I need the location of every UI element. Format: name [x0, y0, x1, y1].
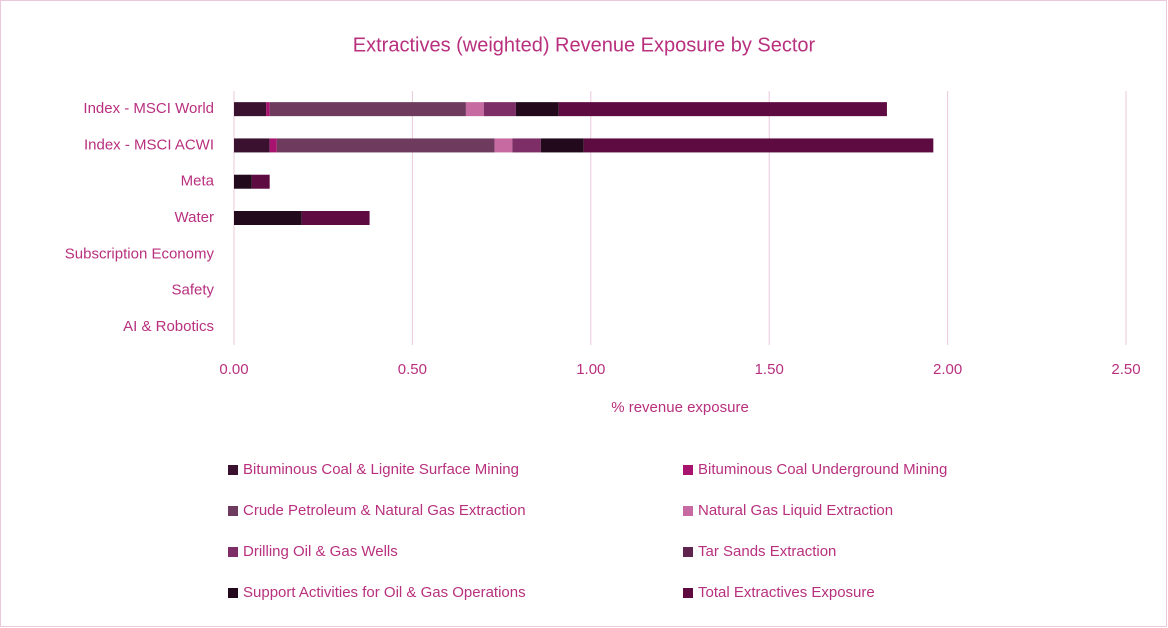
- legend-label: Crude Petroleum & Natural Gas Extraction: [243, 502, 526, 519]
- legend-swatch: [683, 547, 693, 557]
- bar-segment: [266, 102, 270, 117]
- y-tick-label: Water: [175, 209, 214, 226]
- y-tick-label: Safety: [171, 282, 214, 299]
- bar-segment: [269, 138, 277, 153]
- legend-swatch: [228, 506, 238, 516]
- bar-segment: [465, 102, 484, 117]
- legend-label: Natural Gas Liquid Extraction: [698, 502, 893, 519]
- y-tick-label: AI & Robotics: [123, 318, 214, 335]
- bar-segment: [483, 102, 516, 117]
- legend-label: Bituminous Coal Underground Mining: [698, 461, 947, 478]
- legend-label: Bituminous Coal & Lignite Surface Mining: [243, 461, 519, 478]
- bar-segment: [494, 138, 513, 153]
- x-tick-label: 0.50: [398, 361, 427, 378]
- legend-label: Drilling Oil & Gas Wells: [243, 543, 398, 560]
- bar-segment: [234, 138, 270, 153]
- bar-segment: [234, 102, 267, 117]
- chart-title: Extractives (weighted) Revenue Exposure …: [353, 34, 816, 56]
- bar-segment: [583, 138, 934, 153]
- bar-segment: [558, 102, 887, 117]
- legend-swatch: [228, 465, 238, 475]
- x-tick-label: 2.00: [933, 361, 962, 378]
- x-tick-label: 1.00: [576, 361, 605, 378]
- x-tick-label: 0.00: [219, 361, 248, 378]
- legend-swatch: [683, 465, 693, 475]
- y-tick-label: Meta: [181, 173, 215, 190]
- bar-segment: [269, 102, 466, 117]
- bar-segment: [515, 102, 559, 117]
- x-tick-label: 2.50: [1111, 361, 1140, 378]
- x-axis-label: % revenue exposure: [611, 399, 749, 416]
- x-tick-label: 1.50: [755, 361, 784, 378]
- legend-swatch: [228, 588, 238, 598]
- bar-segment: [301, 211, 370, 225]
- legend-label: Support Activities for Oil & Gas Operati…: [243, 584, 526, 601]
- legend-swatch: [683, 588, 693, 598]
- y-tick-label: Index - MSCI World: [83, 100, 214, 117]
- bar-segment: [234, 174, 252, 189]
- legend-swatch: [683, 506, 693, 516]
- bar-segment: [512, 138, 541, 153]
- legend-label: Total Extractives Exposure: [698, 584, 875, 601]
- bar-segment: [540, 138, 584, 153]
- legend-swatch: [228, 547, 238, 557]
- y-tick-label: Index - MSCI ACWI: [84, 136, 214, 153]
- bar-segment: [276, 138, 495, 153]
- legend-label: Tar Sands Extraction: [698, 543, 836, 560]
- y-tick-label: Subscription Economy: [65, 245, 215, 262]
- bar-segment: [234, 211, 302, 225]
- bar-segment: [251, 174, 270, 189]
